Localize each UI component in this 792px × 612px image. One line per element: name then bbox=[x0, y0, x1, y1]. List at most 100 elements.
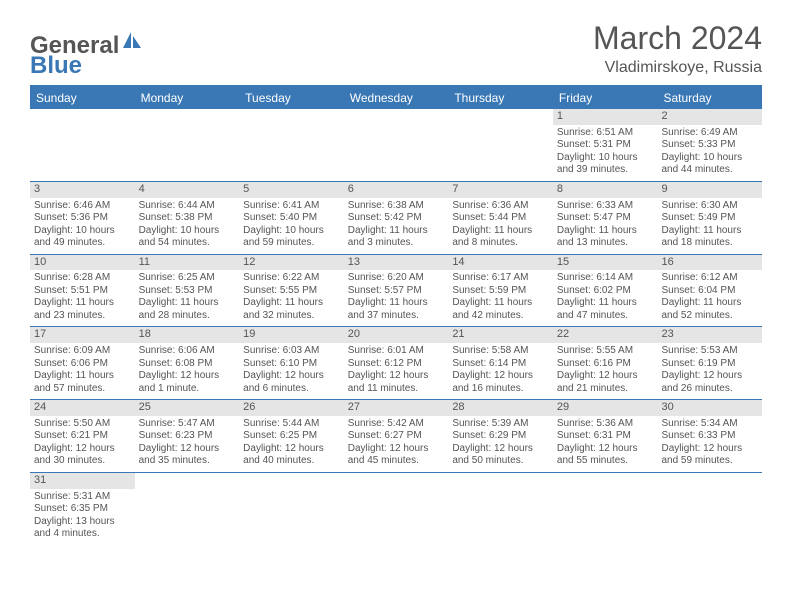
day-info: Sunrise: 5:50 AMSunset: 6:21 PMDaylight:… bbox=[34, 418, 131, 468]
day-info: Sunrise: 6:06 AMSunset: 6:08 PMDaylight:… bbox=[139, 345, 236, 395]
weekday-header: Sunday bbox=[30, 87, 135, 109]
day-cell bbox=[135, 109, 240, 181]
sunset-text: Sunset: 6:04 PM bbox=[661, 285, 758, 298]
day-cell: 24 Sunrise: 5:50 AMSunset: 6:21 PMDayligh… bbox=[30, 400, 135, 472]
weekday-header: Wednesday bbox=[344, 87, 449, 109]
day-cell bbox=[239, 109, 344, 181]
daylight-text: Daylight: 10 hours and 54 minutes. bbox=[139, 225, 236, 250]
day-cell: 6Sunrise: 6:38 AMSunset: 5:42 PMDaylight… bbox=[344, 182, 449, 254]
day-number: 3 bbox=[30, 182, 135, 198]
daylight-text: Daylight: 13 hours and 4 minutes. bbox=[34, 516, 131, 541]
sunrise-text: Sunrise: 6:01 AM bbox=[348, 345, 445, 358]
day-number: 11 bbox=[135, 255, 240, 271]
sunset-text: Sunset: 6:06 PM bbox=[34, 358, 131, 371]
day-info: Sunrise: 6:49 AMSunset: 5:33 PMDaylight:… bbox=[661, 127, 758, 177]
day-info: Sunrise: 6:30 AMSunset: 5:49 PMDaylight:… bbox=[661, 200, 758, 250]
logo-blue-wrap: Blue bbox=[30, 52, 82, 80]
weekday-header: Monday bbox=[135, 87, 240, 109]
daylight-text: Daylight: 10 hours and 39 minutes. bbox=[557, 152, 654, 177]
sunset-text: Sunset: 6:35 PM bbox=[34, 503, 131, 516]
day-number: 24 bbox=[30, 400, 135, 416]
day-info: Sunrise: 6:46 AMSunset: 5:36 PMDaylight:… bbox=[34, 200, 131, 250]
day-number: 9 bbox=[657, 182, 762, 198]
title-block: March 2024 Vladimirskoye, Russia bbox=[593, 20, 762, 77]
day-cell: 9 Sunrise: 6:30 AMSunset: 5:49 PMDaylight… bbox=[657, 182, 762, 254]
daylight-text: Daylight: 12 hours and 45 minutes. bbox=[348, 443, 445, 468]
weekday-header: Saturday bbox=[657, 87, 762, 109]
day-info: Sunrise: 5:31 AMSunset: 6:35 PMDaylight:… bbox=[34, 491, 131, 541]
sunrise-text: Sunrise: 6:51 AM bbox=[557, 127, 654, 140]
weekday-header: Friday bbox=[553, 87, 658, 109]
day-info: Sunrise: 6:44 AMSunset: 5:38 PMDaylight:… bbox=[139, 200, 236, 250]
day-cell bbox=[344, 109, 449, 181]
sunset-text: Sunset: 6:27 PM bbox=[348, 430, 445, 443]
day-cell: 23Sunrise: 5:53 AMSunset: 6:19 PMDayligh… bbox=[657, 327, 762, 399]
day-number: 14 bbox=[448, 255, 553, 271]
sunset-text: Sunset: 6:02 PM bbox=[557, 285, 654, 298]
day-info: Sunrise: 6:22 AMSunset: 5:55 PMDaylight:… bbox=[243, 272, 340, 322]
day-info: Sunrise: 5:47 AMSunset: 6:23 PMDaylight:… bbox=[139, 418, 236, 468]
daylight-text: Daylight: 11 hours and 32 minutes. bbox=[243, 297, 340, 322]
day-cell: 15Sunrise: 6:14 AMSunset: 6:02 PMDayligh… bbox=[553, 255, 658, 327]
sunset-text: Sunset: 5:38 PM bbox=[139, 212, 236, 225]
sunrise-text: Sunrise: 6:44 AM bbox=[139, 200, 236, 213]
day-number: 28 bbox=[448, 400, 553, 416]
day-cell: 7Sunrise: 6:36 AMSunset: 5:44 PMDaylight… bbox=[448, 182, 553, 254]
sunset-text: Sunset: 5:33 PM bbox=[661, 139, 758, 152]
sunset-text: Sunset: 5:31 PM bbox=[557, 139, 654, 152]
sunset-text: Sunset: 5:44 PM bbox=[452, 212, 549, 225]
daylight-text: Daylight: 12 hours and 35 minutes. bbox=[139, 443, 236, 468]
sunset-text: Sunset: 5:59 PM bbox=[452, 285, 549, 298]
daylight-text: Daylight: 12 hours and 21 minutes. bbox=[557, 370, 654, 395]
day-cell: 3 Sunrise: 6:46 AMSunset: 5:36 PMDaylight… bbox=[30, 182, 135, 254]
day-number: 20 bbox=[344, 327, 449, 343]
day-cell: 26Sunrise: 5:44 AMSunset: 6:25 PMDayligh… bbox=[239, 400, 344, 472]
sunset-text: Sunset: 6:10 PM bbox=[243, 358, 340, 371]
day-number: 25 bbox=[135, 400, 240, 416]
day-number: 1 bbox=[553, 109, 658, 125]
sunset-text: Sunset: 6:14 PM bbox=[452, 358, 549, 371]
daylight-text: Daylight: 12 hours and 6 minutes. bbox=[243, 370, 340, 395]
day-info: Sunrise: 6:38 AMSunset: 5:42 PMDaylight:… bbox=[348, 200, 445, 250]
day-number: 18 bbox=[135, 327, 240, 343]
sunrise-text: Sunrise: 6:25 AM bbox=[139, 272, 236, 285]
day-number: 2 bbox=[657, 109, 762, 125]
sunset-text: Sunset: 6:31 PM bbox=[557, 430, 654, 443]
week-row: 1 Sunrise: 6:51 AMSunset: 5:31 PMDaylight… bbox=[30, 109, 762, 182]
sunrise-text: Sunrise: 6:22 AM bbox=[243, 272, 340, 285]
sunset-text: Sunset: 5:51 PM bbox=[34, 285, 131, 298]
day-info: Sunrise: 6:09 AMSunset: 6:06 PMDaylight:… bbox=[34, 345, 131, 395]
day-cell: 28 Sunrise: 5:39 AMSunset: 6:29 PMDayligh… bbox=[448, 400, 553, 472]
sunrise-text: Sunrise: 5:34 AM bbox=[661, 418, 758, 431]
week-row: 17Sunrise: 6:09 AMSunset: 6:06 PMDayligh… bbox=[30, 327, 762, 400]
sunset-text: Sunset: 6:25 PM bbox=[243, 430, 340, 443]
day-info: Sunrise: 6:12 AMSunset: 6:04 PMDaylight:… bbox=[661, 272, 758, 322]
daylight-text: Daylight: 12 hours and 16 minutes. bbox=[452, 370, 549, 395]
day-info: Sunrise: 6:03 AMSunset: 6:10 PMDaylight:… bbox=[243, 345, 340, 395]
sunrise-text: Sunrise: 6:38 AM bbox=[348, 200, 445, 213]
day-cell: 10Sunrise: 6:28 AMSunset: 5:51 PMDayligh… bbox=[30, 255, 135, 327]
sunrise-text: Sunrise: 6:17 AM bbox=[452, 272, 549, 285]
day-cell bbox=[30, 109, 135, 181]
sunset-text: Sunset: 6:21 PM bbox=[34, 430, 131, 443]
daylight-text: Daylight: 11 hours and 18 minutes. bbox=[661, 225, 758, 250]
day-info: Sunrise: 6:01 AMSunset: 6:12 PMDaylight:… bbox=[348, 345, 445, 395]
day-info: Sunrise: 6:33 AMSunset: 5:47 PMDaylight:… bbox=[557, 200, 654, 250]
day-cell: 18 Sunrise: 6:06 AMSunset: 6:08 PMDayligh… bbox=[135, 327, 240, 399]
day-cell: 29Sunrise: 5:36 AMSunset: 6:31 PMDayligh… bbox=[553, 400, 658, 472]
day-cell: 31Sunrise: 5:31 AMSunset: 6:35 PMDayligh… bbox=[30, 473, 135, 545]
month-title: March 2024 bbox=[593, 20, 762, 57]
day-cell: 1 Sunrise: 6:51 AMSunset: 5:31 PMDaylight… bbox=[553, 109, 658, 181]
day-cell: 4Sunrise: 6:44 AMSunset: 5:38 PMDaylight… bbox=[135, 182, 240, 254]
daylight-text: Daylight: 11 hours and 13 minutes. bbox=[557, 225, 654, 250]
day-cell: 14Sunrise: 6:17 AMSunset: 5:59 PMDayligh… bbox=[448, 255, 553, 327]
day-cell: 25 Sunrise: 5:47 AMSunset: 6:23 PMDayligh… bbox=[135, 400, 240, 472]
day-info: Sunrise: 6:25 AMSunset: 5:53 PMDaylight:… bbox=[139, 272, 236, 322]
day-cell: 2 Sunrise: 6:49 AMSunset: 5:33 PMDaylight… bbox=[657, 109, 762, 181]
day-number: 16 bbox=[657, 255, 762, 271]
sunrise-text: Sunrise: 6:12 AM bbox=[661, 272, 758, 285]
daylight-text: Daylight: 11 hours and 52 minutes. bbox=[661, 297, 758, 322]
day-number: 15 bbox=[553, 255, 658, 271]
day-info: Sunrise: 5:39 AMSunset: 6:29 PMDaylight:… bbox=[452, 418, 549, 468]
day-number: 19 bbox=[239, 327, 344, 343]
